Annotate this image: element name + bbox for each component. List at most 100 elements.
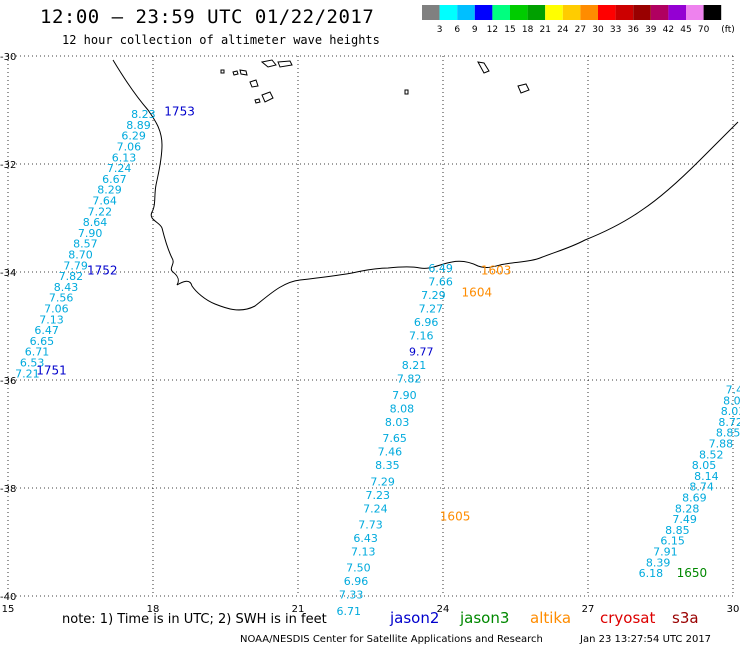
pass-jason3: 7.478.088.038.728.857.888.528.058.148.74… [639, 384, 740, 581]
wave-height-value: 6.65 [30, 335, 55, 348]
legend-jason3: jason3 [460, 609, 510, 627]
colorbar-swatch [703, 5, 722, 20]
colorbar-unit: (ft) [721, 25, 735, 35]
island-crozet-1 [477, 61, 490, 74]
wave-height-value: 7.79 [63, 259, 88, 272]
wave-height-value: 7.88 [709, 438, 734, 451]
footer-note: note: 1) Time is in UTC; 2) SWH is in fe… [62, 612, 327, 627]
wave-height-value: 7.65 [382, 432, 407, 445]
wave-height-value: 9.77 [409, 346, 434, 359]
graticule [7, 55, 734, 597]
colorbar-swatch [668, 5, 686, 20]
pass-time-label: 1605 [440, 509, 471, 523]
pass-time-label: 1603 [481, 264, 512, 278]
wave-height-value: 7.13 [351, 546, 376, 559]
wave-height-value: 8.29 [97, 184, 122, 197]
pass-altika: 6.497.667.297.276.967.169.778.217.827.90… [337, 262, 512, 618]
island-marion-8 [254, 98, 261, 104]
colorbar-tick-label: 3 [437, 25, 443, 35]
colorbar-swatch [686, 5, 704, 20]
x-tick-label: 18 [147, 604, 160, 615]
colorbar-tick-label: 39 [645, 25, 657, 35]
wave-height-value: 8.35 [375, 459, 400, 472]
wave-height-value: 7.66 [428, 276, 453, 289]
colorbar-tick-label: 12 [487, 25, 498, 35]
wave-height-value: 8.74 [689, 481, 714, 494]
wave-height-value: 6.13 [112, 151, 137, 164]
colorbar-tick-label: 9 [472, 25, 478, 35]
wave-height-value: 7.06 [117, 141, 142, 154]
wave-height-value: 6.15 [660, 535, 685, 548]
colorbar-swatch [510, 5, 528, 20]
legend-cryosat: cryosat [600, 609, 656, 627]
colorbar-tick-label: 70 [698, 25, 710, 35]
wave-height-value: 7.29 [421, 289, 446, 302]
wave-height-value: 8.39 [646, 556, 671, 569]
pass-time-label: 1751 [36, 364, 67, 378]
wave-height-value: 6.53 [20, 357, 45, 370]
colorbar-tick-label: 21 [539, 25, 550, 35]
wave-height-value: 7.82 [397, 373, 422, 386]
wave-height-value: 7.27 [419, 303, 444, 316]
colorbar-tick-label: 30 [592, 25, 604, 35]
colorbar-tick-label: 36 [627, 25, 639, 35]
wave-height-value: 7.56 [49, 292, 74, 305]
wave-height-value: 7.21 [15, 367, 40, 380]
wave-height-value: 7.82 [59, 270, 84, 283]
wave-height-value: 7.22 [88, 205, 113, 218]
generated-timestamp: Jan 23 13:27:54 UTC 2017 [580, 634, 712, 645]
island-marion-7 [261, 91, 274, 103]
wave-height-value: 8.03 [385, 416, 410, 429]
page-subtitle: 12 hour collection of altimeter wave hei… [62, 33, 380, 47]
colorbar-swatch [580, 5, 598, 20]
axis-labels: 15 18 21 24 27 30 -30 -32 -34 -36 -38 -40 [0, 52, 739, 615]
wave-height-value: 8.85 [716, 427, 740, 440]
island-marion-3 [239, 69, 248, 76]
wave-height-value: 6.96 [414, 316, 439, 329]
wave-height-value: 8.05 [692, 459, 717, 472]
wave-height-value: 7.73 [358, 519, 383, 532]
coastline [112, 59, 739, 311]
color-scale-bar: 3 6 9 12 15 18 21 24 27 30 33 36 39 42 45 70 (ft) [422, 5, 735, 35]
colorbar-swatch [457, 5, 475, 20]
colorbar-swatch [474, 5, 493, 20]
colorbar-swatch [598, 5, 616, 20]
wave-height-value: 7.49 [672, 513, 697, 526]
wave-height-value: 7.47 [726, 384, 740, 397]
wave-height-value: 6.47 [34, 324, 59, 337]
wave-height-value: 8.89 [126, 119, 151, 132]
colorbar-swatch [439, 5, 458, 20]
colorbar-tick-label: 33 [610, 25, 621, 35]
wave-height-value: 8.52 [699, 448, 724, 461]
wave-height-value: 7.06 [44, 303, 69, 316]
page-title: 12:00 — 23:59 UTC 01/22/2017 [40, 6, 375, 28]
x-tick-label: 27 [582, 604, 595, 615]
coastline-south-africa [112, 59, 739, 311]
wave-height-value: 8.28 [675, 502, 700, 515]
island-marion-4 [260, 59, 277, 68]
pass-time-label: 1752 [87, 264, 118, 278]
wave-height-value: 7.24 [107, 162, 132, 175]
wave-height-value: 7.90 [78, 227, 103, 240]
colorbar-swatch [650, 5, 669, 20]
pass-jason2: 8.238.896.297.066.137.246.678.297.647.22… [15, 104, 195, 380]
credit-line: NOAA/NESDIS Center for Satellite Applica… [240, 634, 543, 645]
wave-height-value: 6.67 [102, 173, 127, 186]
x-tick-label: 21 [292, 604, 305, 615]
wave-height-value: 7.91 [653, 546, 678, 559]
wave-height-value: 8.57 [73, 238, 98, 251]
wave-height-value: 6.43 [353, 532, 378, 545]
wave-height-value: 8.70 [68, 249, 93, 262]
wave-height-value: 6.29 [121, 130, 146, 143]
wave-height-value: 8.64 [83, 216, 108, 229]
pass-time-label: 1650 [677, 566, 708, 580]
colorbar-tick-label: 45 [680, 25, 691, 35]
pass-time-label: 1753 [164, 104, 195, 118]
y-tick-label: -32 [0, 160, 16, 171]
wave-height-value: 7.29 [370, 475, 395, 488]
island-marion-6 [249, 79, 259, 88]
x-tick-label: 24 [437, 604, 450, 615]
colorbar-swatch [545, 5, 563, 20]
wave-height-value: 6.18 [639, 567, 664, 580]
